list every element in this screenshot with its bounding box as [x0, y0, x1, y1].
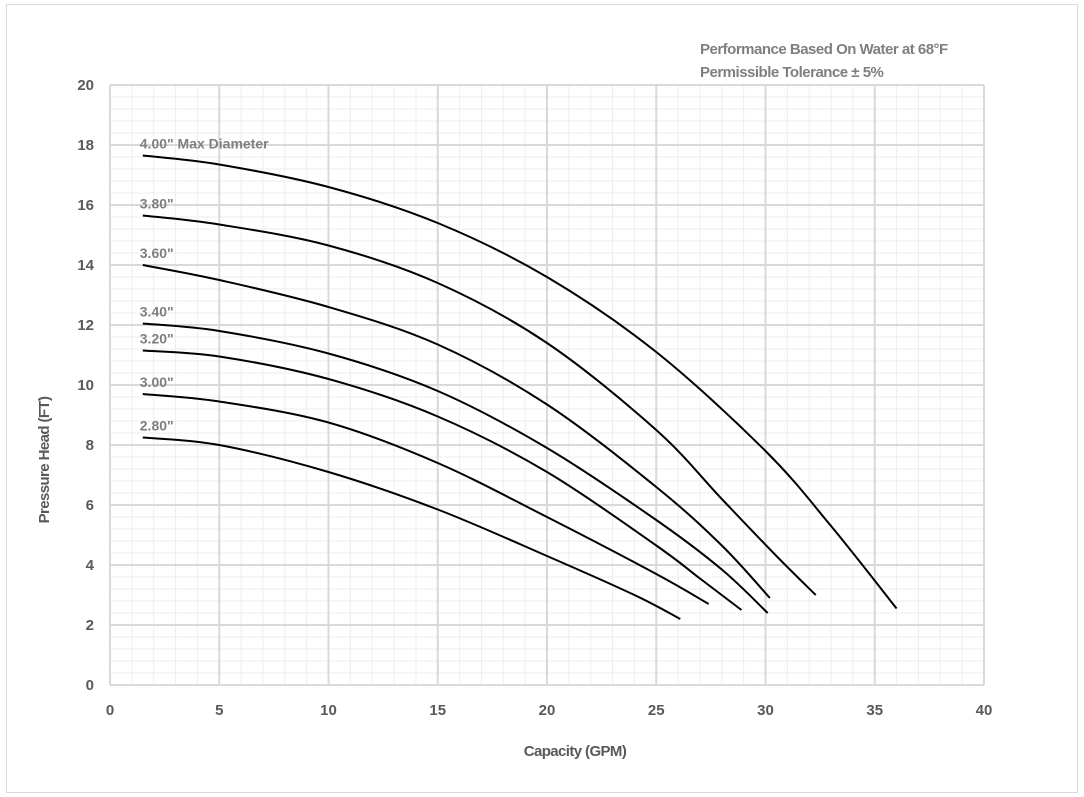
y-axis-title: Pressure Head (FT)	[36, 396, 53, 523]
curve-4	[142, 349, 743, 611]
y-tick-label: 2	[86, 617, 94, 634]
x-tick-label: 15	[429, 702, 446, 719]
x-tick-label: 10	[320, 702, 337, 719]
y-tick-label: 14	[77, 257, 94, 274]
curve-label-3: 3.40"	[140, 304, 174, 320]
curve-0	[142, 154, 898, 610]
x-tick-label: 5	[215, 702, 223, 719]
y-tick-label: 8	[86, 437, 94, 454]
x-tick-labels: 0 5 10 15 20 25 30 35 40	[106, 702, 993, 719]
y-tick-labels: 0 2 4 6 8 10 12 14 16 18 20	[77, 77, 94, 694]
y-tick-label: 16	[77, 197, 94, 214]
curve-5	[142, 393, 710, 605]
y-tick-label: 12	[77, 317, 94, 334]
curve-label-1: 3.80"	[140, 196, 174, 212]
x-tick-label: 35	[866, 702, 883, 719]
x-tick-label: 20	[539, 702, 556, 719]
note-line-1: Performance Based On Water at 68°F	[700, 41, 948, 58]
y-tick-label: 0	[86, 677, 94, 694]
x-tick-label: 25	[648, 702, 665, 719]
y-tick-label: 10	[77, 377, 94, 394]
note-line-2: Permissible Tolerance ± 5%	[700, 64, 884, 81]
curve-2	[142, 264, 771, 599]
curve-label-6: 2.80"	[140, 418, 174, 434]
x-tick-label: 40	[976, 702, 993, 719]
curve-1	[142, 214, 817, 596]
x-axis-title: Capacity (GPM)	[524, 743, 627, 760]
y-tick-label: 6	[86, 497, 94, 514]
x-tick-label: 0	[106, 702, 114, 719]
curve-6	[142, 436, 681, 620]
curve-3	[142, 322, 769, 614]
curve-labels: 4.00" Max Diameter 3.80" 3.60" 3.40" 3.20" 3.…	[140, 136, 269, 434]
y-tick-label: 18	[77, 137, 94, 154]
y-tick-label: 20	[77, 77, 94, 94]
curve-label-4: 3.20"	[140, 331, 174, 347]
major-grid	[109, 84, 985, 686]
curve-label-2: 3.60"	[140, 245, 174, 261]
x-tick-label: 30	[757, 702, 774, 719]
curves	[142, 154, 898, 620]
curve-label-5: 3.00"	[140, 374, 174, 390]
y-tick-label: 4	[86, 557, 95, 574]
curve-label-0: 4.00" Max Diameter	[140, 136, 269, 152]
